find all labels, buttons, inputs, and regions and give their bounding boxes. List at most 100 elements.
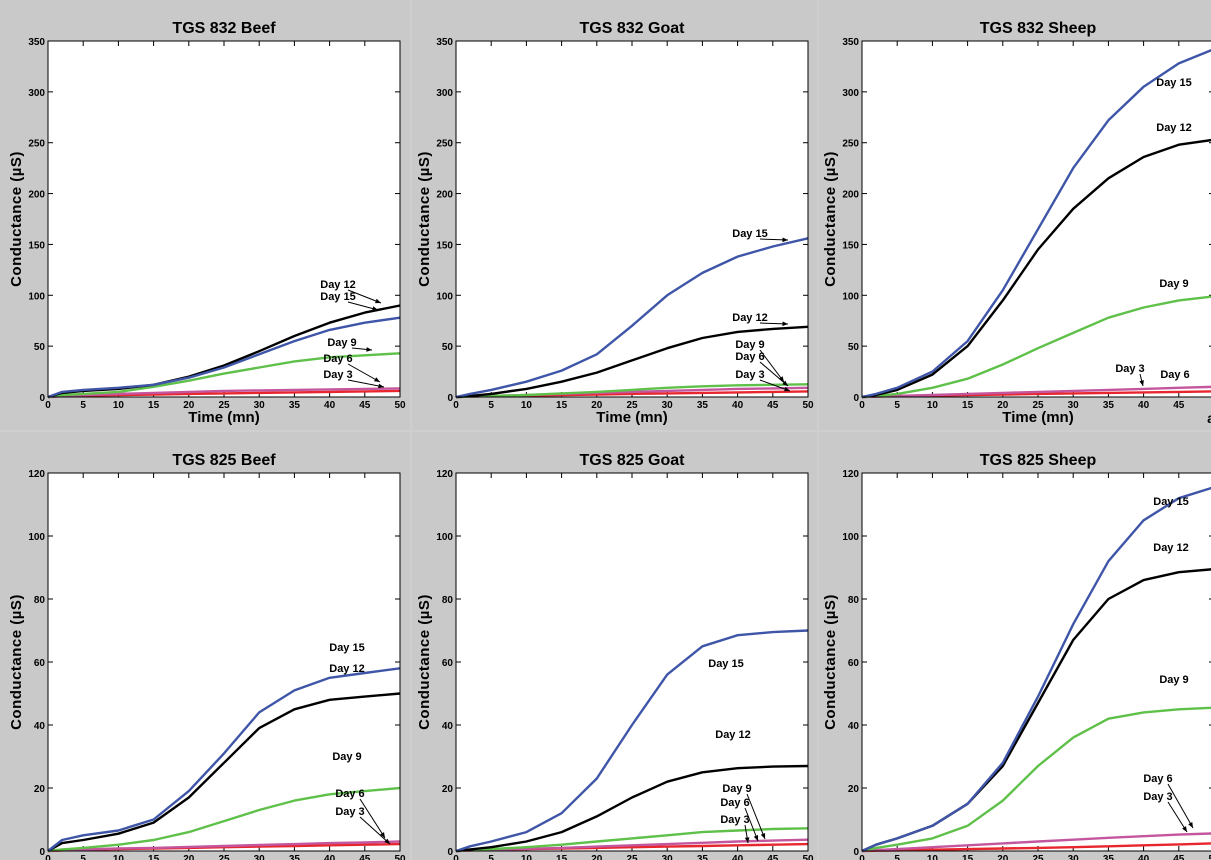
annotation-arrow xyxy=(759,349,785,383)
plot-frame xyxy=(861,472,1211,852)
x-tick-label: 30 xyxy=(1068,854,1080,860)
plot-area xyxy=(862,473,1211,851)
x-tick-label: 20 xyxy=(997,854,1009,860)
annotation-arrowhead xyxy=(366,347,372,352)
x-tick-label: 0 xyxy=(859,854,865,860)
annotation-arrow xyxy=(1167,783,1194,829)
series-annotation-day-15: Day 15 xyxy=(320,291,355,303)
y-tick-label: 60 xyxy=(442,658,454,669)
x-tick-label: 50 xyxy=(394,400,406,411)
x-tick-label: 20 xyxy=(183,400,195,411)
x-tick-label: 5 xyxy=(488,854,494,860)
plot-frame xyxy=(47,472,401,852)
annotation-arrowhead xyxy=(375,298,381,304)
y-tick-label: 0 xyxy=(447,847,453,858)
annotation-arrowhead xyxy=(784,386,790,392)
plot-frame xyxy=(861,40,1211,398)
series-annotation-day-15: Day 15 xyxy=(732,228,767,240)
series-annotation-day-3: Day 3 xyxy=(1115,363,1144,375)
series-annotation-day-6: Day 6 xyxy=(1143,773,1172,785)
series-annotation-day-12: Day 12 xyxy=(715,729,750,741)
y-tick-label: 100 xyxy=(436,291,453,302)
x-tick-label: 15 xyxy=(962,854,974,860)
x-tick-label: 10 xyxy=(113,854,125,860)
annotation-arrow xyxy=(1167,801,1188,833)
x-tick-label: 45 xyxy=(359,400,371,411)
x-tick-label: 40 xyxy=(1138,854,1150,860)
x-tick-label: 30 xyxy=(662,854,674,860)
panel-corner-label: a xyxy=(1207,410,1211,426)
x-tick-label: 35 xyxy=(697,854,709,860)
series-line-day-9 xyxy=(455,827,809,853)
x-tick-label: 10 xyxy=(521,854,533,860)
series-line-day-15 xyxy=(455,629,809,853)
y-tick-label: 0 xyxy=(39,393,45,404)
annotation-arrowhead xyxy=(380,832,385,838)
x-tick-label: 45 xyxy=(359,854,371,860)
chart-panel-0: TGS 832 Beef 0 5 10 15 20 25 30 35 40 45 50 0 50 100 15… xyxy=(0,0,410,430)
x-tick-label: 30 xyxy=(254,400,266,411)
x-tick-label: 25 xyxy=(218,854,230,860)
annotation-arrowhead xyxy=(374,377,380,382)
chart-title: TGS 825 Beef xyxy=(172,452,276,469)
y-tick-label: 100 xyxy=(842,532,859,543)
series-annotation-day-9: Day 9 xyxy=(722,783,751,795)
y-tick-label: 0 xyxy=(853,393,859,404)
series-annotation-day-12: Day 12 xyxy=(732,312,767,324)
y-tick-label: 200 xyxy=(842,190,859,201)
series-line-day-15 xyxy=(47,667,401,852)
y-tick-label: 0 xyxy=(853,847,859,858)
plot-area xyxy=(456,41,808,397)
series-annotation-day-3: Day 3 xyxy=(720,814,749,826)
y-tick-label: 150 xyxy=(436,240,453,251)
series-line-day-6 xyxy=(47,840,401,853)
x-tick-label: 0 xyxy=(859,400,865,411)
y-tick-label: 20 xyxy=(848,784,860,795)
x-tick-label: 40 xyxy=(732,400,744,411)
x-tick-label: 0 xyxy=(45,854,51,860)
y-tick-label: 80 xyxy=(848,595,860,606)
y-tick-label: 300 xyxy=(436,88,453,99)
x-tick-label: 5 xyxy=(488,400,494,411)
x-tick-label: 15 xyxy=(148,400,160,411)
y-tick-label: 200 xyxy=(436,190,453,201)
x-tick-label: 25 xyxy=(218,400,230,411)
y-tick-label: 60 xyxy=(848,658,860,669)
x-tick-label: 15 xyxy=(556,854,568,860)
y-tick-label: 100 xyxy=(28,532,45,543)
y-tick-label: 50 xyxy=(442,342,454,353)
y-tick-label: 120 xyxy=(436,469,453,480)
x-tick-label: 20 xyxy=(591,854,603,860)
series-annotation-day-15: Day 15 xyxy=(1156,77,1191,89)
x-tick-label: 30 xyxy=(1068,400,1080,411)
y-axis-label: Conductance (µS) xyxy=(822,594,839,730)
x-tick-label: 0 xyxy=(45,400,51,411)
x-tick-label: 20 xyxy=(591,400,603,411)
y-tick-label: 300 xyxy=(842,88,859,99)
y-tick-label: 150 xyxy=(28,240,45,251)
annotation-arrowhead xyxy=(372,306,378,311)
y-tick-label: 40 xyxy=(34,721,46,732)
series-annotation-day-12: Day 12 xyxy=(1156,122,1191,134)
annotation-arrow xyxy=(759,361,789,387)
x-tick-label: 35 xyxy=(1103,400,1115,411)
annotation-arrowhead xyxy=(782,321,788,327)
y-tick-label: 120 xyxy=(28,469,45,480)
series-annotation-day-6: Day 6 xyxy=(1160,369,1189,381)
x-tick-label: 0 xyxy=(453,400,459,411)
x-tick-label: 5 xyxy=(894,854,900,860)
chart-panel-3: TGS 825 Beef 0 5 10 15 20 25 30 35 40 45 50 0 20 40 60 8… xyxy=(0,432,410,860)
x-tick-label: 5 xyxy=(80,854,86,860)
series-annotation-day-3: Day 3 xyxy=(1143,791,1172,803)
chart-title: TGS 832 Sheep xyxy=(980,20,1097,37)
series-annotation-day-3: Day 3 xyxy=(735,369,764,381)
series-line-day-9 xyxy=(455,383,809,399)
series-line-day-12 xyxy=(455,325,809,399)
plot-frame xyxy=(47,40,401,398)
y-tick-label: 350 xyxy=(436,37,453,48)
series-line-day-9 xyxy=(861,295,1211,399)
annotation-arrowhead xyxy=(753,835,759,841)
x-tick-label: 10 xyxy=(113,400,125,411)
